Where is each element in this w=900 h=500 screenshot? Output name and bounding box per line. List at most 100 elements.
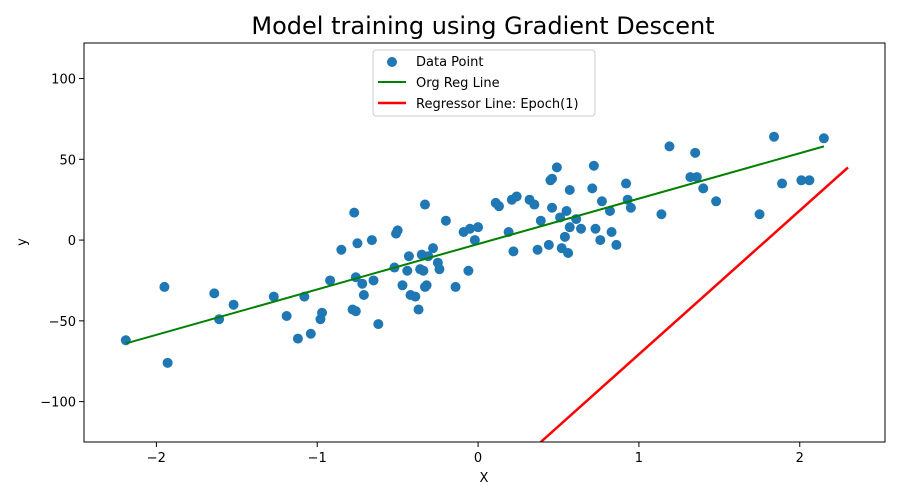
data-point bbox=[434, 264, 445, 275]
data-point bbox=[493, 201, 504, 212]
data-point bbox=[587, 183, 598, 194]
data-point bbox=[469, 235, 480, 246]
data-point bbox=[559, 231, 570, 242]
data-point bbox=[698, 183, 709, 194]
plot-frame bbox=[83, 42, 886, 443]
data-point bbox=[392, 225, 403, 236]
data-point bbox=[349, 207, 360, 218]
y-tick-label: −50 bbox=[49, 315, 76, 330]
data-point bbox=[576, 223, 587, 234]
data-point bbox=[656, 209, 667, 220]
data-point bbox=[690, 147, 701, 158]
data-point bbox=[403, 251, 414, 262]
data-point bbox=[450, 281, 461, 292]
legend-label-org-reg-line: Org Reg Line bbox=[416, 76, 500, 91]
data-point bbox=[418, 265, 429, 276]
data-point bbox=[397, 280, 408, 291]
data-point bbox=[373, 319, 384, 330]
y-axis: −100 −50 0 50 100 bbox=[40, 73, 84, 411]
data-point bbox=[292, 333, 303, 344]
data-point bbox=[465, 223, 476, 234]
data-point bbox=[358, 290, 369, 300]
x-axis: −2 −1 0 1 2 bbox=[147, 442, 804, 466]
data-point bbox=[564, 222, 575, 233]
data-point bbox=[473, 222, 484, 233]
legend-label-data-point: Data Point bbox=[416, 55, 483, 70]
data-point bbox=[777, 178, 788, 189]
data-point bbox=[366, 235, 377, 246]
data-point bbox=[588, 160, 599, 171]
data-point bbox=[419, 199, 430, 210]
data-point bbox=[625, 202, 636, 213]
data-point bbox=[532, 244, 543, 255]
data-point bbox=[590, 223, 601, 234]
data-point bbox=[209, 288, 220, 299]
data-point bbox=[428, 243, 439, 254]
legend-box bbox=[372, 49, 596, 117]
data-point bbox=[410, 291, 421, 302]
data-point bbox=[543, 239, 554, 250]
legend-marker-data-point bbox=[387, 57, 397, 67]
data-point bbox=[336, 244, 347, 255]
data-point bbox=[563, 248, 574, 258]
data-point bbox=[281, 311, 292, 321]
data-point bbox=[159, 281, 170, 292]
regressor-line bbox=[539, 166, 849, 442]
data-point bbox=[162, 357, 173, 368]
data-point bbox=[804, 175, 815, 186]
data-point bbox=[596, 196, 607, 207]
data-point bbox=[352, 238, 363, 249]
data-point bbox=[711, 196, 722, 207]
chart-title: Model training using Gradient Descent bbox=[251, 12, 714, 40]
legend-label-regressor-line: Regressor Line: Epoch(1) bbox=[416, 97, 579, 112]
data-point bbox=[413, 304, 424, 315]
y-tick-label: −100 bbox=[40, 396, 76, 411]
data-point bbox=[547, 202, 558, 213]
data-point bbox=[611, 239, 622, 250]
x-tick-label: 2 bbox=[796, 451, 804, 466]
data-point bbox=[547, 173, 558, 184]
data-point bbox=[368, 275, 379, 286]
data-point bbox=[511, 191, 522, 202]
x-tick-label: 1 bbox=[635, 451, 643, 466]
data-point bbox=[120, 335, 131, 346]
x-tick-label: −2 bbox=[147, 451, 166, 466]
data-point bbox=[818, 133, 829, 144]
data-point bbox=[551, 162, 562, 173]
x-tick-label: 0 bbox=[474, 451, 482, 466]
x-axis-label: X bbox=[480, 471, 489, 486]
data-point bbox=[357, 278, 368, 289]
org-reg-line bbox=[125, 145, 825, 345]
data-point bbox=[508, 246, 519, 257]
data-point bbox=[463, 265, 474, 276]
data-point bbox=[595, 235, 606, 246]
x-tick-label: −1 bbox=[308, 451, 327, 466]
data-point bbox=[535, 215, 546, 226]
y-axis-label: y bbox=[15, 238, 30, 246]
data-point bbox=[564, 185, 575, 195]
data-point bbox=[228, 299, 239, 310]
data-point bbox=[325, 275, 336, 286]
data-point bbox=[754, 209, 765, 220]
data-point bbox=[529, 199, 540, 210]
y-tick-label: 0 bbox=[68, 234, 76, 249]
data-point bbox=[268, 291, 279, 302]
data-point bbox=[796, 175, 807, 186]
y-tick-label: 50 bbox=[59, 153, 76, 168]
data-point bbox=[621, 178, 632, 189]
data-point bbox=[421, 280, 432, 291]
data-point bbox=[350, 306, 361, 317]
data-point bbox=[606, 227, 617, 237]
data-point bbox=[305, 328, 316, 339]
data-point bbox=[440, 215, 451, 226]
y-tick-label: 100 bbox=[51, 73, 76, 88]
data-point bbox=[664, 141, 675, 152]
legend: Data Point Org Reg Line Regressor Line: … bbox=[372, 49, 596, 117]
data-point bbox=[561, 206, 572, 216]
data-point bbox=[769, 131, 780, 142]
data-point bbox=[317, 307, 328, 318]
plot-content bbox=[120, 131, 849, 442]
data-point bbox=[691, 172, 702, 183]
data-point bbox=[402, 265, 413, 276]
